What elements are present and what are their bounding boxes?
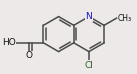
Text: CH₃: CH₃ [118,14,132,23]
Text: O: O [25,52,32,60]
Text: HO: HO [2,38,16,47]
Text: N: N [86,12,92,21]
Text: Cl: Cl [85,61,93,70]
